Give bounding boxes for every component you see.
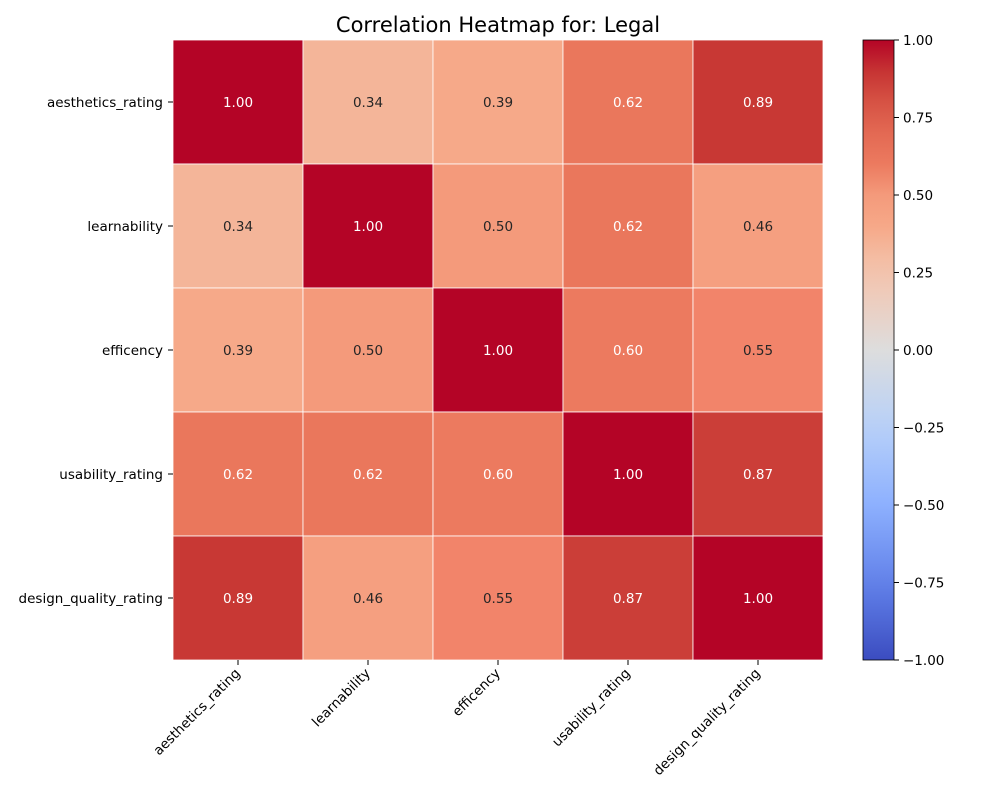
cell-value-label: 1.00 — [743, 591, 773, 607]
cell-value-label: 1.00 — [483, 343, 513, 359]
y-tick-label: design_quality_rating — [19, 591, 163, 607]
y-tick-label: learnability — [87, 219, 163, 235]
x-axis: aesthetics_rating learnability efficency us… — [150, 660, 764, 779]
cell-value-label: 0.46 — [353, 591, 383, 607]
cell-value-label: 0.62 — [613, 95, 643, 111]
cell-value-label: 0.89 — [743, 95, 773, 111]
chart-title: Correlation Heatmap for: Legal — [336, 13, 660, 37]
colorbar-tick-label: −0.25 — [903, 421, 944, 437]
cell-value-label: 0.34 — [353, 95, 383, 111]
cell-value-label: 0.50 — [353, 343, 383, 359]
colorbar-tick-label: 1.00 — [903, 33, 933, 49]
heatmap-cell — [432, 535, 564, 661]
heatmap-cell — [432, 39, 564, 165]
cell-value-label: 0.60 — [483, 467, 513, 483]
heatmap-cell — [432, 163, 564, 289]
cell-value-label: 0.87 — [613, 591, 643, 607]
colorbar-tick-label: 0.25 — [903, 266, 933, 282]
heatmap-cell — [562, 411, 694, 537]
colorbar-gradient — [863, 40, 894, 660]
heatmap-cell — [302, 163, 434, 289]
heatmap-cell — [302, 39, 434, 165]
x-tick-label: usability_rating — [549, 666, 634, 751]
x-tick-label: aesthetics_rating — [150, 666, 243, 759]
heatmap-cell — [302, 411, 434, 537]
heatmap-cell — [172, 535, 304, 661]
heatmap-cell — [692, 411, 824, 537]
cell-value-label: 0.60 — [613, 343, 643, 359]
colorbar-tick-label: 0.50 — [903, 188, 933, 204]
cell-value-label: 0.39 — [223, 343, 253, 359]
x-tick-label: design_quality_rating — [650, 666, 763, 779]
heatmap-cells — [172, 39, 824, 661]
cell-value-label: 0.55 — [483, 591, 513, 607]
heatmap-cell — [432, 287, 564, 413]
colorbar-tick-label: 0.00 — [903, 343, 933, 359]
cell-value-label: 0.62 — [353, 467, 383, 483]
colorbar-tick-label: −0.75 — [903, 576, 944, 592]
colorbar-tick-label: −0.50 — [903, 498, 944, 514]
heatmap-cell — [172, 39, 304, 165]
heatmap-cell — [692, 39, 824, 165]
cell-value-label: 0.46 — [743, 219, 773, 235]
colorbar-tick-label: −1.00 — [903, 653, 944, 669]
heatmap-cell — [692, 163, 824, 289]
heatmap-cell — [692, 535, 824, 661]
cell-value-label: 0.55 — [743, 343, 773, 359]
colorbar: −1.00 −0.75 −0.50 −0.25 0.00 0.25 0.50 0.75 1.00 — [862, 33, 944, 669]
cell-value-label: 0.50 — [483, 219, 513, 235]
x-tick-label: learnability — [309, 666, 374, 731]
cell-value-label: 1.00 — [353, 219, 383, 235]
cell-value-label: 0.87 — [743, 467, 773, 483]
cell-value-label: 1.00 — [223, 95, 253, 111]
cell-value-label: 0.34 — [223, 219, 253, 235]
heatmap-cell — [562, 287, 694, 413]
heatmap-cell — [172, 163, 304, 289]
cell-value-label: 0.62 — [223, 467, 253, 483]
y-tick-label: usability_rating — [59, 467, 163, 483]
colorbar-tick-label: 0.75 — [903, 111, 933, 127]
heatmap-cell — [302, 535, 434, 661]
y-tick-label: aesthetics_rating — [47, 95, 163, 111]
heatmap-cell — [562, 39, 694, 165]
cell-value-label: 1.00 — [613, 467, 643, 483]
cell-value-label: 0.39 — [483, 95, 513, 111]
cell-value-label: 0.62 — [613, 219, 643, 235]
heatmap-cell-labels: 1.00 0.34 0.39 0.62 0.89 0.34 1.00 0.50 0.62 0.46… — [223, 95, 773, 607]
heatmap-cell — [432, 411, 564, 537]
x-tick-label: efficency — [449, 666, 503, 720]
cell-value-label: 0.89 — [223, 591, 253, 607]
heatmap-cell — [692, 287, 824, 413]
y-tick-label: efficency — [102, 343, 163, 359]
y-axis: aesthetics_rating learnability efficency us… — [19, 95, 173, 607]
heatmap-cell — [302, 287, 434, 413]
